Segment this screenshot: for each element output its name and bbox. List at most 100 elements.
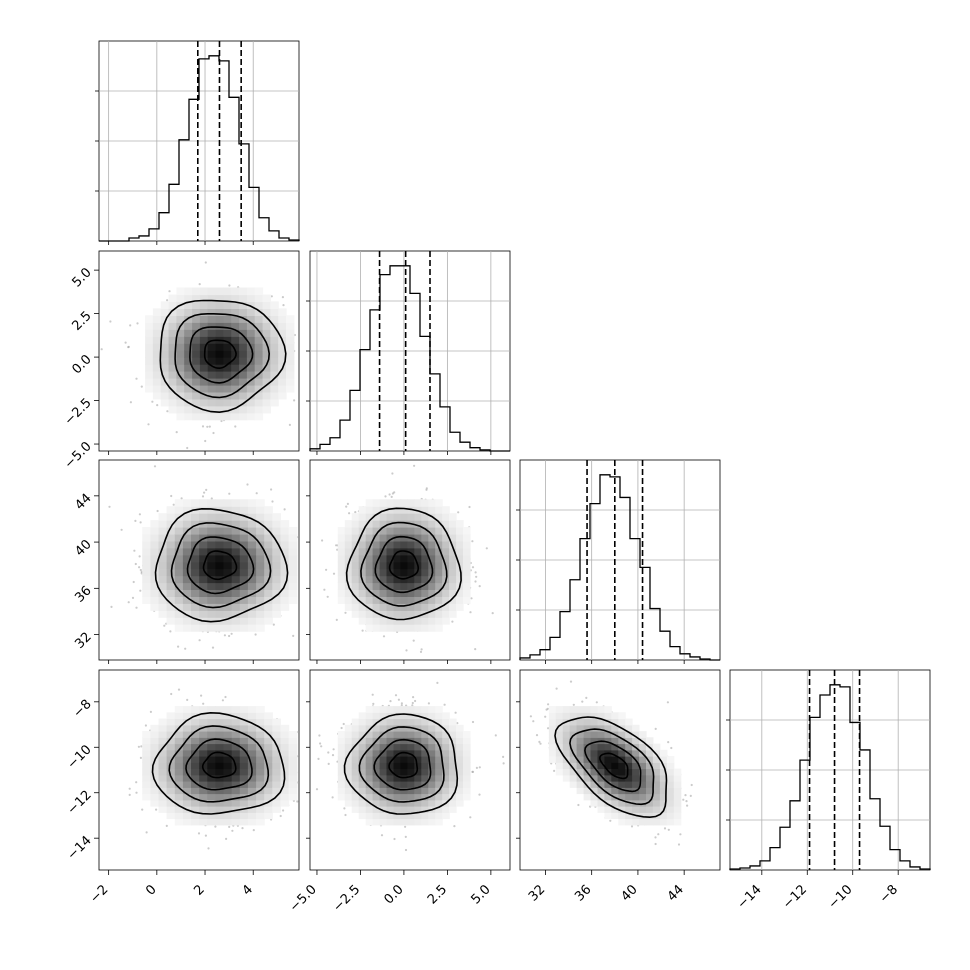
density-cell [435, 818, 443, 826]
density-cell [158, 561, 168, 570]
density-cell [182, 762, 192, 770]
scatter-point [412, 696, 415, 699]
density-cell [463, 589, 471, 597]
density-cell [365, 603, 374, 611]
density-cell [407, 818, 415, 826]
density-cell [191, 596, 200, 604]
density-cell [192, 287, 201, 296]
density-cell [182, 617, 192, 625]
density-cell [365, 756, 374, 763]
density-cell [166, 610, 176, 618]
contour-level-2 [151, 711, 286, 815]
density-cell [142, 774, 151, 782]
density-cell [207, 762, 216, 770]
density-cell [288, 774, 298, 782]
density-cell [152, 322, 162, 330]
contour-level-1.5 [358, 726, 445, 803]
density-cell [272, 568, 281, 577]
density-cell [231, 513, 241, 521]
scatter-point [685, 800, 688, 803]
density-cell [456, 743, 464, 751]
density-cell [463, 774, 471, 782]
density-cell [604, 737, 612, 745]
density-cell [590, 737, 598, 745]
density-cell [604, 787, 612, 795]
density-cell [400, 743, 408, 751]
density-cell [555, 712, 564, 720]
density-cell [264, 520, 273, 528]
density-cell [449, 731, 457, 738]
density-cell [280, 596, 290, 604]
density-cell [456, 568, 464, 577]
scatter-point [494, 734, 497, 737]
scatter-point [128, 787, 131, 790]
contour-level-0.5 [388, 550, 419, 580]
density-cell [254, 308, 264, 316]
density-cell [463, 568, 471, 577]
density-cell [344, 540, 353, 549]
density-cell [158, 768, 168, 776]
density-cell [393, 749, 402, 757]
density-cell [176, 343, 185, 351]
x-tick-label-1: 5.0 [468, 882, 493, 907]
density-cell [386, 603, 395, 611]
density-cell [456, 534, 464, 542]
density-cell [639, 787, 647, 795]
density-cell [182, 812, 192, 820]
density-cell [246, 287, 256, 296]
scatter-point [129, 324, 132, 327]
density-cell [590, 712, 598, 720]
density-cell [158, 793, 168, 801]
scatter-point [304, 565, 306, 567]
density-cell [215, 724, 225, 732]
density-cell [286, 378, 295, 386]
density-cell [414, 806, 422, 813]
density-cell [215, 706, 225, 713]
density-cell [272, 731, 281, 738]
density-cell [262, 384, 271, 393]
density-cell [256, 513, 265, 521]
density-cell [659, 781, 668, 788]
density-cell [254, 301, 264, 309]
density-cell [421, 527, 429, 535]
scatter-point [325, 568, 328, 571]
density-cell [247, 818, 257, 826]
density-cell [264, 568, 273, 577]
density-cell [365, 506, 374, 514]
density-cell [372, 712, 381, 720]
density-cell [215, 384, 224, 393]
density-cell [215, 315, 224, 323]
scatter-point [288, 423, 291, 426]
density-cell [182, 582, 192, 590]
histogram-panel-0 [95, 40, 300, 242]
density-cell [407, 743, 415, 751]
density-cell [344, 737, 353, 745]
density-cell [288, 554, 298, 563]
scatter-point [491, 612, 494, 615]
scatter-point [394, 694, 398, 697]
density-cell [407, 781, 415, 788]
density-cell [590, 724, 598, 732]
scatter-point [184, 647, 187, 650]
density-cell [673, 818, 682, 826]
scatter-point [166, 410, 169, 413]
density-cell [246, 378, 256, 386]
scatter-point [129, 401, 132, 404]
density-cell [145, 357, 154, 365]
density-cell [174, 575, 184, 584]
density-cell [280, 589, 290, 597]
density-cell [152, 350, 162, 358]
density-cell [247, 731, 257, 738]
density-cell [414, 624, 422, 632]
density-cell [400, 617, 408, 625]
density-cell [166, 718, 176, 726]
density-cell [262, 364, 271, 372]
density-cell [262, 336, 271, 344]
scatter-point [156, 509, 159, 513]
density-cell [166, 534, 176, 542]
panel-content [529, 680, 693, 846]
x-tick-label-1: 0.0 [382, 882, 407, 907]
x-tick-label-1: −2.5 [330, 882, 363, 915]
density-cell [192, 294, 201, 303]
density-cell [407, 793, 415, 801]
